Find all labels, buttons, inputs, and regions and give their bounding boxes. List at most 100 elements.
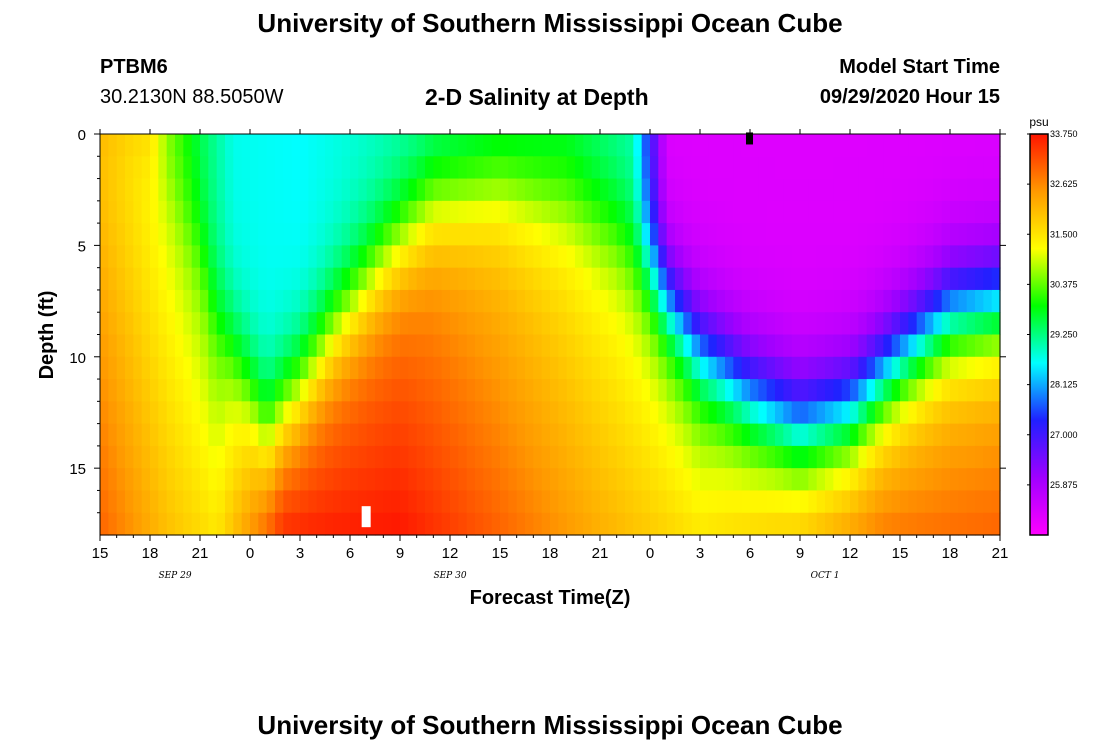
heatmap-cell <box>783 289 793 313</box>
heatmap-cell <box>475 178 484 202</box>
heatmap-cell <box>858 445 868 469</box>
heatmap-cell <box>391 512 401 536</box>
heatmap-cell <box>691 468 701 492</box>
heatmap-cell <box>575 312 584 336</box>
heatmap-cell <box>208 468 218 492</box>
heatmap-cell <box>758 468 768 492</box>
heatmap-cell <box>666 379 676 402</box>
heatmap-cell <box>766 379 776 402</box>
heatmap-cell <box>625 312 634 336</box>
heatmap-cell <box>775 223 784 246</box>
heatmap-cell <box>516 200 526 224</box>
x-tick-label: 0 <box>246 545 254 562</box>
heatmap-cell <box>725 156 734 180</box>
heatmap-cell <box>366 356 376 380</box>
heatmap-cell <box>141 289 151 313</box>
heatmap-cell <box>475 200 484 224</box>
heatmap-cell <box>800 334 809 358</box>
heatmap-cell <box>483 356 493 380</box>
heatmap-cell <box>941 512 951 536</box>
heatmap-cell <box>133 512 143 536</box>
heatmap-cell <box>800 445 809 469</box>
heatmap-cell <box>983 178 993 202</box>
heatmap-cell <box>258 356 268 380</box>
heatmap-cell <box>916 401 926 425</box>
heatmap-cell <box>758 334 768 358</box>
heatmap-cell <box>408 490 418 514</box>
heatmap-cell <box>941 490 951 514</box>
heatmap-cell <box>458 134 468 157</box>
heatmap-cell <box>208 267 218 291</box>
heatmap-cell <box>416 379 426 402</box>
heatmap-cell <box>258 178 268 202</box>
heatmap-cell <box>916 223 926 246</box>
heatmap-cell <box>841 468 851 492</box>
heatmap-cell <box>125 423 134 447</box>
heatmap-cell <box>158 312 168 336</box>
heatmap-cell <box>433 334 443 358</box>
heatmap-cell <box>316 445 326 469</box>
heatmap-cell <box>658 512 668 536</box>
heatmap-cell <box>883 401 893 425</box>
heatmap-cell <box>491 267 501 291</box>
heatmap-cell <box>516 379 526 402</box>
heatmap-cell <box>725 223 734 246</box>
heatmap-cell <box>675 401 684 425</box>
heatmap-cell <box>183 200 193 224</box>
heatmap-cell <box>966 379 976 402</box>
heatmap-cell <box>275 512 284 536</box>
heatmap-cell <box>933 245 943 269</box>
heatmap-cell <box>258 134 268 157</box>
heatmap-cell <box>783 134 793 157</box>
heatmap-cell <box>475 223 484 246</box>
heatmap-cell <box>100 445 109 469</box>
heatmap-cell <box>483 468 493 492</box>
heatmap-cell <box>900 312 909 336</box>
heatmap-cell <box>658 334 668 358</box>
heatmap-cell <box>958 312 968 336</box>
heatmap-cell <box>900 334 909 358</box>
heatmap-cell <box>316 289 326 313</box>
heatmap-cell <box>175 178 184 202</box>
heatmap-cell <box>608 423 618 447</box>
heatmap-cell <box>550 156 559 180</box>
heatmap-cell <box>700 156 709 180</box>
heatmap-cell <box>400 223 409 246</box>
heatmap-cell <box>783 178 793 202</box>
heatmap-cell <box>591 468 601 492</box>
heatmap-cell <box>291 334 301 358</box>
colorbar-label: 33.750 <box>1050 129 1078 139</box>
heatmap-cell <box>666 156 676 180</box>
heatmap-cell <box>308 401 318 425</box>
heatmap-cell <box>233 267 243 291</box>
heatmap-cell <box>925 178 934 202</box>
heatmap-cell <box>541 156 551 180</box>
heatmap-cell <box>166 490 176 514</box>
heatmap-cell <box>925 356 934 380</box>
heatmap-cell <box>616 445 626 469</box>
heatmap-cell <box>783 356 793 380</box>
x-tick-label: 21 <box>192 545 209 562</box>
heatmap-cell <box>475 512 484 536</box>
heatmap-cell <box>641 490 651 514</box>
heatmap-cell <box>650 379 659 402</box>
heatmap-cell <box>333 512 343 536</box>
heatmap-cell <box>341 312 351 336</box>
heatmap-cell <box>150 423 159 447</box>
heatmap-cell <box>641 379 651 402</box>
heatmap-cell <box>608 200 618 224</box>
heatmap-cell <box>675 512 684 536</box>
heatmap-cell <box>100 156 109 180</box>
heatmap-cell <box>916 134 926 157</box>
heatmap-cell <box>933 156 943 180</box>
heatmap-cell <box>850 468 859 492</box>
heatmap-cell <box>950 289 959 313</box>
heatmap-cell <box>750 245 759 269</box>
heatmap-cell <box>175 512 184 536</box>
heatmap-cell <box>116 245 126 269</box>
heatmap-cell <box>991 512 1001 536</box>
heatmap-cell <box>141 334 151 358</box>
heatmap-cell <box>450 223 459 246</box>
heatmap-cell <box>875 423 884 447</box>
heatmap-cell <box>758 379 768 402</box>
